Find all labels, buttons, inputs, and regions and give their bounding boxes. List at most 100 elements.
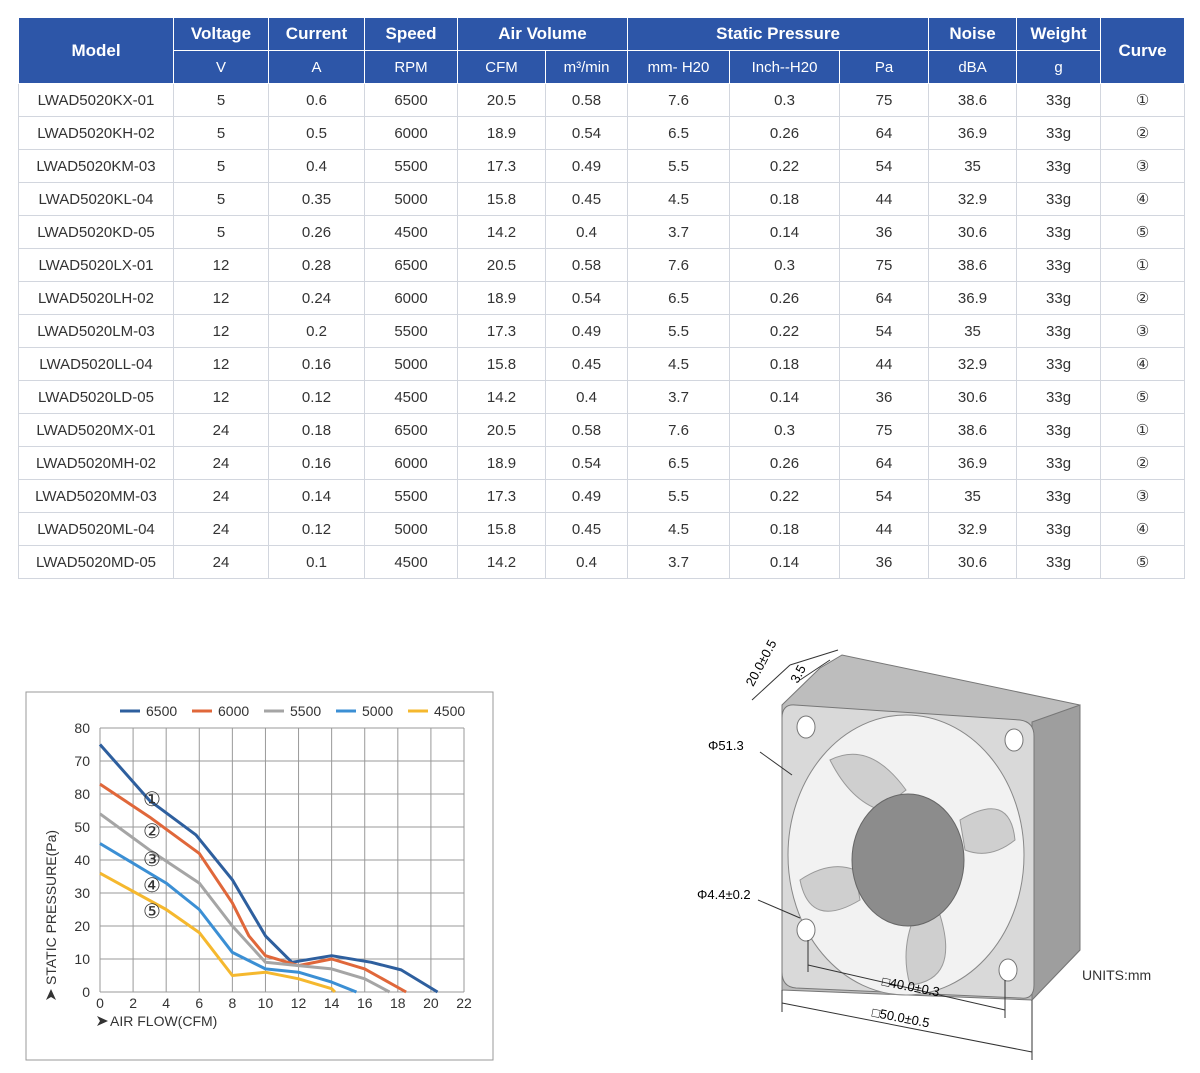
table-cell: ① <box>1100 248 1186 282</box>
header-cell: Model <box>18 17 174 84</box>
x-tick-label: 14 <box>324 995 340 1011</box>
table-cell: 33g <box>1016 347 1102 381</box>
table-cell: 4500 <box>364 215 458 249</box>
dim-label: Φ51.3 <box>708 738 744 753</box>
table-row: LWAD5020LX-01 12 0.28 6500 20.5 0.58 7.6 0.3 75 3… <box>18 248 1186 282</box>
table-cell: 0.14 <box>729 215 841 249</box>
table-row: LWAD5020LH-02 12 0.24 6000 18.9 0.54 6.5 0.26 64… <box>18 281 1186 315</box>
table-cell: 0.14 <box>268 479 365 513</box>
unit-cell: m³/min <box>544 50 629 84</box>
legend-label: 5500 <box>290 703 321 719</box>
unit-cell: RPM <box>364 50 458 84</box>
table-cell: 38.6 <box>928 413 1018 447</box>
table-cell: 0.3 <box>729 413 841 447</box>
table-cell: LWAD5020KX-01 <box>18 83 174 117</box>
table-cell: 5 <box>173 149 269 183</box>
x-tick-label: 4 <box>162 995 170 1011</box>
table-cell: 6500 <box>364 413 458 447</box>
table-cell: 24 <box>173 512 269 546</box>
table-cell: 32.9 <box>928 512 1018 546</box>
table-cell: 0.18 <box>729 512 841 546</box>
table-row: LWAD5020KD-05 5 0.26 4500 14.2 0.4 3.7 0.14 36 30… <box>18 215 1186 249</box>
table-cell: 0.58 <box>544 413 629 447</box>
y-axis-title: STATIC PRESSURE(Pa) <box>43 830 59 985</box>
table-cell: 4.5 <box>627 182 731 216</box>
table-cell: 0.58 <box>544 248 629 282</box>
x-tick-label: 22 <box>456 995 472 1011</box>
table-cell: 24 <box>173 446 269 480</box>
legend-label: 6000 <box>218 703 249 719</box>
table-cell: 36 <box>839 380 930 414</box>
table-cell: 17.3 <box>457 479 546 513</box>
table-cell: 0.5 <box>268 116 365 150</box>
table-cell: 30.6 <box>928 545 1018 579</box>
legend-label: 4500 <box>434 703 465 719</box>
table-cell: 15.8 <box>457 347 546 381</box>
table-cell: LWAD5020KM-03 <box>18 149 174 183</box>
table-body: LWAD5020KX-01 5 0.6 6500 20.5 0.58 7.6 0.3 75 38.… <box>18 83 1186 579</box>
table-cell: ③ <box>1100 314 1186 348</box>
header-cell: Speed <box>364 17 458 51</box>
table-cell: 15.8 <box>457 512 546 546</box>
header-cell: Air Volume <box>456 17 629 51</box>
table-cell: 0.45 <box>544 347 629 381</box>
table-cell: 17.3 <box>457 314 546 348</box>
data-line <box>99 842 358 994</box>
table-cell: 4500 <box>364 380 458 414</box>
table-cell: 32.9 <box>928 347 1018 381</box>
table-row: LWAD5020MH-02 24 0.16 6000 18.9 0.54 6.5 0.26 64… <box>18 446 1186 480</box>
x-axis-title: AIR FLOW(CFM) <box>110 1013 217 1029</box>
x-tick-label: 0 <box>96 995 104 1011</box>
table-cell: 36 <box>839 215 930 249</box>
unit-cell: V <box>173 50 269 84</box>
table-cell: ② <box>1100 281 1186 315</box>
table-cell: 6.5 <box>627 281 731 315</box>
table-row: LWAD5020ML-04 24 0.12 5000 15.8 0.45 4.5 0.18 44… <box>18 512 1186 546</box>
fan-hub <box>851 793 965 927</box>
table-cell: 0.16 <box>268 446 365 480</box>
table-cell: ⑤ <box>1100 380 1186 414</box>
table-cell: LWAD5020MD-05 <box>18 545 174 579</box>
table-cell: 75 <box>839 248 930 282</box>
curve-label: ③ <box>143 849 161 871</box>
table-cell: 54 <box>839 479 930 513</box>
data-line <box>98 743 439 994</box>
table-cell: 12 <box>173 281 269 315</box>
unit-cell: Pa <box>839 50 930 84</box>
table-cell: 5500 <box>364 479 458 513</box>
unit-cell: Inch--H20 <box>729 50 841 84</box>
table-row: LWAD5020LD-05 12 0.12 4500 14.2 0.4 3.7 0.14 36 3… <box>18 380 1186 414</box>
mount-hole <box>796 918 816 942</box>
table-cell: 33g <box>1016 545 1102 579</box>
x-tick-label: 8 <box>228 995 236 1011</box>
mount-hole <box>998 958 1018 982</box>
y-tick-label: 10 <box>74 951 90 967</box>
table-cell: 5000 <box>364 512 458 546</box>
table-cell: LWAD5020MH-02 <box>18 446 174 480</box>
spec-table: Model Voltage Current Speed Air Volume S… <box>18 17 1186 579</box>
y-tick-label: 80 <box>74 720 90 736</box>
header-cell: Noise <box>928 17 1018 51</box>
table-cell: LWAD5020MM-03 <box>18 479 174 513</box>
table-cell: 6000 <box>364 446 458 480</box>
table-cell: 0.24 <box>268 281 365 315</box>
unit-cell: CFM <box>457 50 546 84</box>
fan-blades <box>799 753 1016 986</box>
table-cell: 12 <box>173 347 269 381</box>
table-cell: LWAD5020KD-05 <box>18 215 174 249</box>
table-cell: 20.5 <box>457 248 546 282</box>
table-row: LWAD5020KH-02 5 0.5 6000 18.9 0.54 6.5 0.26 64 36… <box>18 116 1186 150</box>
table-cell: 6000 <box>364 281 458 315</box>
table-cell: 24 <box>173 413 269 447</box>
table-row: LWAD5020MM-03 24 0.14 5500 17.3 0.49 5.5 0.22 54… <box>18 479 1186 513</box>
x-tick-label: 12 <box>291 995 307 1011</box>
data-line <box>99 871 337 994</box>
table-cell: LWAD5020LD-05 <box>18 380 174 414</box>
table-cell: 5500 <box>364 149 458 183</box>
table-cell: 6000 <box>364 116 458 150</box>
curve-label: ⑤ <box>143 901 161 923</box>
table-cell: 75 <box>839 413 930 447</box>
table-cell: 12 <box>173 248 269 282</box>
legend-label: 5000 <box>362 703 393 719</box>
table-cell: 0.12 <box>268 512 365 546</box>
